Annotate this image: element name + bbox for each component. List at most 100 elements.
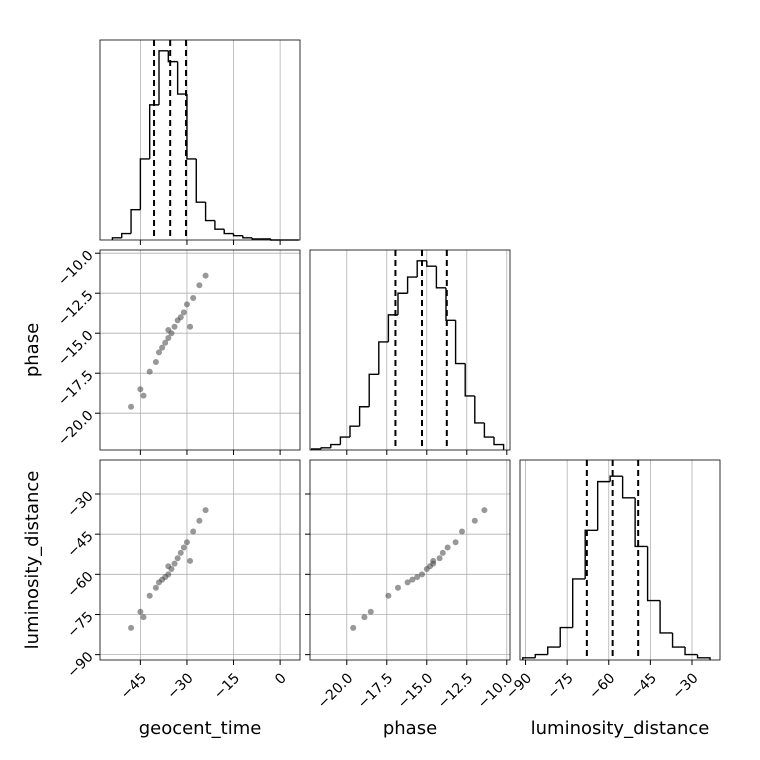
histogram-bar [186, 94, 197, 160]
sample-point [168, 330, 175, 337]
y-tick-label: −17.5 [55, 368, 97, 410]
sample-point [409, 576, 416, 583]
histogram-bar [572, 578, 586, 628]
histogram-bar [223, 229, 234, 235]
histogram-bar [416, 260, 427, 278]
sample-point [196, 282, 203, 289]
y-tick-label: −30 [64, 488, 96, 520]
histogram-bar [406, 276, 418, 294]
sample-point [187, 557, 194, 564]
histogram-bar [339, 436, 350, 445]
sample-point [444, 544, 451, 551]
sample-point [128, 403, 135, 410]
sample-point [385, 592, 392, 599]
histogram-bar [176, 61, 187, 95]
histogram-bar [426, 260, 437, 267]
histogram-bar [232, 233, 243, 237]
x-tick-label: −60 [586, 670, 618, 702]
sample-point [137, 386, 144, 393]
histogram-bar [559, 626, 573, 648]
sample-point [152, 584, 159, 591]
sample-point [177, 549, 184, 556]
histogram-bar [696, 654, 711, 660]
sample-point [171, 560, 178, 567]
y-tick-label: −20.0 [55, 408, 97, 450]
sample-point [202, 272, 209, 279]
sample-point [367, 608, 374, 615]
histogram-bar [158, 50, 169, 105]
histogram-bar [242, 235, 253, 239]
y-tick-label: −90 [64, 649, 96, 681]
sample-point [202, 507, 209, 514]
sample-point [177, 314, 184, 321]
sample-point [190, 295, 197, 301]
x-tick-label: −12.5 [435, 670, 477, 712]
sample-point [423, 565, 430, 572]
histogram-bar [454, 320, 466, 365]
panel-frame [309, 459, 511, 661]
histogram-bar [139, 158, 150, 210]
histogram-bar [634, 497, 648, 548]
x-tick-label: −17.5 [355, 670, 397, 712]
sample-point [419, 571, 425, 578]
sample-point [180, 309, 187, 316]
x-axis-label: luminosity_distance [531, 718, 710, 739]
histogram-bar [130, 209, 141, 234]
sample-point [414, 574, 421, 581]
sample-point [137, 608, 144, 615]
x-tick-label: −20.0 [315, 670, 357, 712]
sample-point [430, 557, 437, 564]
histogram-bar [464, 363, 475, 397]
x-tick-label: 0 [272, 670, 290, 688]
histogram-bar [387, 314, 398, 342]
sample-point [471, 517, 478, 524]
sample-point [183, 301, 190, 308]
x-tick-label: −45 [628, 670, 660, 702]
sample-point [162, 339, 169, 346]
histogram-bar [111, 237, 122, 240]
histogram-bar [320, 447, 331, 449]
y-tick-label: −12.5 [55, 288, 97, 330]
histogram-bar [330, 443, 341, 448]
histogram-bar [349, 425, 360, 438]
x-tick-label: −45 [118, 670, 150, 702]
histogram-bar [167, 50, 178, 63]
panel-frame [99, 459, 301, 661]
histogram-bar [358, 406, 370, 427]
histogram-bar [659, 600, 673, 634]
histogram-bar [251, 237, 262, 240]
histogram-bar [483, 422, 494, 438]
sample-point [174, 555, 181, 562]
histogram-bar [397, 292, 408, 315]
sample-point [196, 517, 203, 524]
sample-point [436, 555, 443, 562]
histogram-bar [596, 480, 611, 531]
x-tick-label: −15.0 [395, 670, 437, 712]
y-axis-label: luminosity_distance [22, 471, 43, 650]
histogram-bar [493, 437, 505, 450]
sample-point [168, 565, 175, 572]
sample-point [171, 323, 178, 330]
sample-point [404, 579, 411, 586]
histogram-bar [214, 220, 225, 230]
histogram-bar [368, 373, 379, 407]
sample-point [165, 571, 172, 578]
sample-point [183, 539, 190, 546]
panel-frame [99, 249, 301, 451]
histogram-bar [522, 657, 536, 660]
sample-point [140, 614, 147, 621]
sample-point [452, 539, 459, 546]
sample-point [190, 528, 197, 535]
panel-frame [99, 39, 301, 241]
x-axis-label: phase [383, 718, 437, 739]
histogram-bar [270, 238, 281, 241]
histogram-bar [148, 104, 160, 159]
sample-point [439, 549, 446, 556]
x-tick-label: −75 [545, 670, 577, 702]
sample-point [146, 368, 153, 375]
histogram-bar [671, 632, 686, 648]
sample-point [180, 544, 187, 551]
histogram-bar [646, 546, 661, 602]
panel-frame [519, 459, 721, 661]
